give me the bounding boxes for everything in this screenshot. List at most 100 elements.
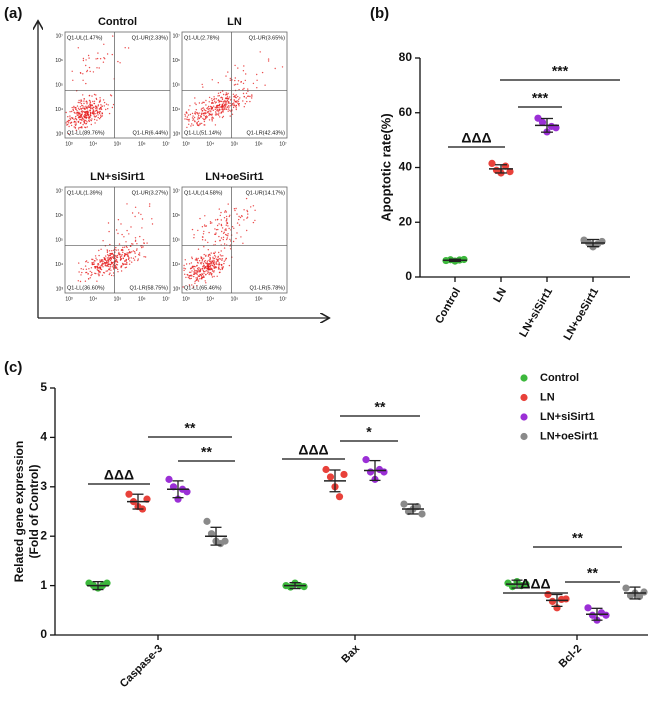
event-dot	[81, 127, 83, 129]
event-dot	[141, 227, 143, 229]
event-dot	[247, 213, 249, 215]
event-dot	[111, 256, 113, 258]
event-dot	[80, 100, 82, 102]
event-dot	[267, 58, 270, 60]
x-tick-label: LN+siSirt1	[517, 286, 555, 339]
event-dot	[126, 261, 128, 264]
data-point	[544, 590, 552, 599]
event-dot	[218, 235, 220, 238]
event-dot	[235, 108, 237, 111]
event-dot	[213, 264, 215, 266]
event-dot	[228, 105, 230, 107]
event-dot	[192, 286, 194, 288]
event-dot	[132, 257, 135, 259]
event-dot	[95, 257, 97, 259]
event-dot	[232, 106, 235, 109]
event-dot	[82, 124, 84, 126]
event-dot	[214, 107, 216, 109]
data-point	[380, 468, 388, 476]
event-dot	[144, 256, 147, 258]
event-dot	[93, 100, 96, 103]
event-dot	[203, 113, 205, 115]
event-dot	[138, 253, 140, 256]
event-dot	[274, 67, 276, 70]
significance-label: **	[375, 399, 386, 415]
event-dot	[221, 267, 224, 269]
event-dot	[209, 109, 211, 111]
event-dot	[77, 114, 80, 116]
event-dot	[74, 120, 76, 123]
event-dot	[109, 265, 111, 268]
event-dot	[137, 258, 139, 260]
event-dot	[101, 115, 104, 117]
event-dot	[71, 106, 73, 109]
event-dot	[209, 222, 212, 224]
event-dot	[105, 255, 107, 257]
event-dot	[204, 215, 206, 217]
event-dot	[224, 229, 226, 231]
x-tick-label: 10⁴	[206, 141, 214, 147]
event-dot	[216, 224, 219, 227]
event-dot	[75, 112, 78, 114]
event-dot	[211, 267, 213, 270]
event-dot	[217, 258, 219, 260]
event-dot	[90, 119, 93, 122]
event-dot	[196, 269, 198, 272]
event-dot	[200, 112, 203, 115]
event-dot	[97, 114, 99, 116]
y-tick-label: 10⁷	[56, 33, 64, 39]
event-dot	[93, 102, 95, 105]
event-dot	[237, 103, 240, 106]
event-dot	[203, 230, 205, 233]
plot-title: LN+siSirt1	[90, 171, 145, 183]
event-dot	[184, 268, 187, 270]
event-dot	[196, 122, 198, 124]
event-dot	[125, 260, 127, 262]
event-dot	[226, 104, 228, 106]
event-dot	[191, 256, 193, 258]
event-dot	[151, 223, 154, 225]
event-dot	[252, 82, 255, 85]
event-dot	[130, 226, 132, 228]
significance-label: ***	[532, 90, 549, 106]
event-dot	[103, 43, 105, 45]
x-tick-label: 10⁶	[138, 141, 146, 147]
event-dot	[223, 231, 225, 233]
event-dot	[73, 126, 75, 128]
event-dot	[198, 270, 200, 272]
event-dot	[209, 264, 212, 266]
event-dot	[95, 115, 98, 117]
event-dot	[111, 266, 114, 268]
event-dot	[78, 262, 80, 264]
event-dot	[95, 105, 97, 107]
event-dot	[211, 116, 213, 118]
data-point	[460, 255, 468, 264]
quadrant-label: Q1-LR(5.78%)	[250, 285, 286, 291]
event-dot	[196, 124, 199, 127]
x-tick-label: 10⁴	[206, 296, 214, 302]
y-tick-label: 10⁴	[172, 107, 180, 113]
event-dot	[129, 252, 132, 254]
event-dot	[215, 114, 218, 116]
event-dot	[134, 215, 136, 218]
event-dot	[85, 271, 87, 274]
event-dot	[81, 118, 83, 120]
y-tick-label: 3	[40, 479, 47, 493]
event-dot	[207, 111, 209, 114]
event-dot	[232, 104, 234, 106]
event-dot	[96, 107, 98, 109]
event-dot	[84, 265, 87, 267]
y-tick-label: 10⁵	[172, 237, 180, 243]
event-dot	[225, 224, 227, 226]
event-dot	[202, 236, 204, 238]
event-dot	[93, 118, 96, 121]
event-dot	[128, 257, 130, 260]
event-dot	[228, 102, 230, 104]
x-tick-label: 10⁷	[162, 296, 170, 302]
event-dot	[204, 270, 206, 273]
event-dot	[199, 268, 201, 270]
event-dot	[218, 267, 220, 269]
event-dot	[226, 238, 228, 241]
event-dot	[214, 102, 216, 104]
event-dot	[67, 119, 70, 122]
